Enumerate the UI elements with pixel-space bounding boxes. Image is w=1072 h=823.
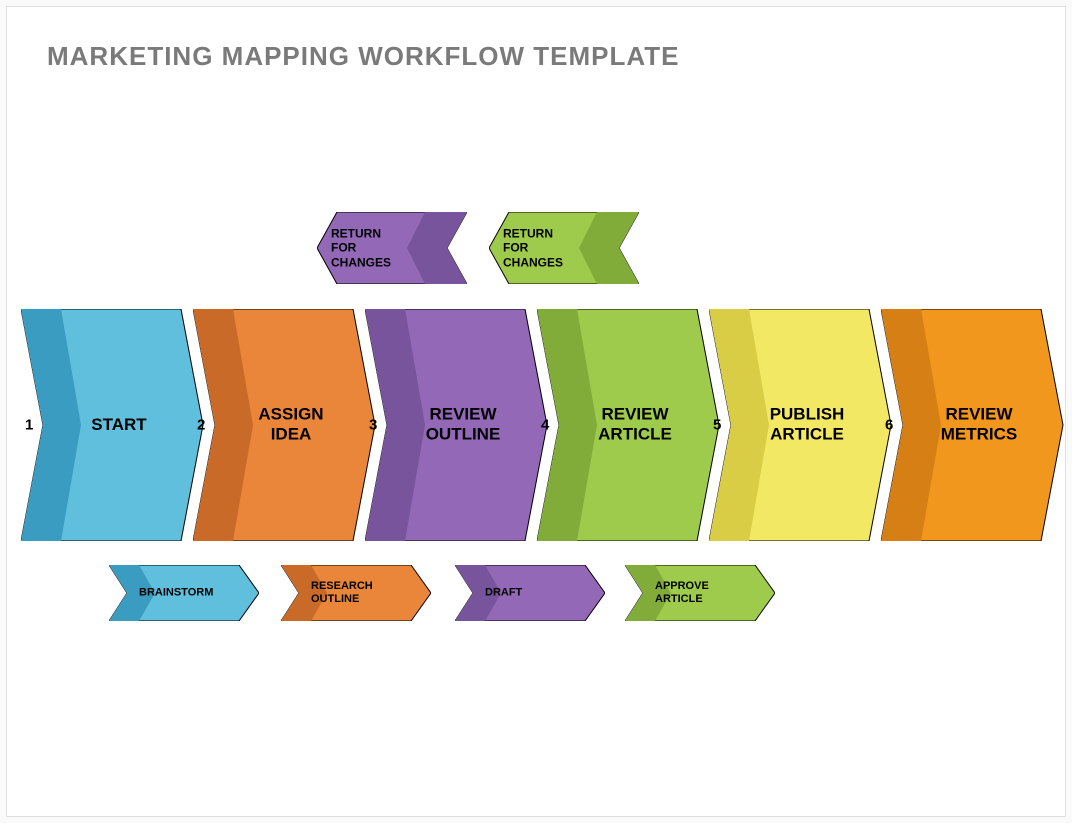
fwd-tag-1-label: BRAINSTORM — [139, 586, 213, 599]
fwd-tag-2-label: RESEARCH OUTLINE — [311, 580, 373, 606]
fwd-tag-2: RESEARCH OUTLINE — [281, 565, 431, 621]
step-1-label: START — [59, 415, 179, 435]
step-2-number: 2 — [197, 417, 205, 434]
step-4-label: REVIEW ARTICLE — [575, 405, 695, 446]
return-tag-2-label: RETURN FOR CHANGES — [503, 226, 563, 269]
step-2: 2 ASSIGN IDEA — [193, 309, 371, 541]
return-tag-2: RETURN FOR CHANGES — [489, 212, 639, 284]
fwd-tag-3: DRAFT — [455, 565, 605, 621]
fwd-tag-3-label: DRAFT — [485, 586, 522, 599]
step-3: 3 REVIEW OUTLINE — [365, 309, 543, 541]
step-6-number: 6 — [885, 417, 893, 434]
step-5-label: PUBLISH ARTICLE — [747, 405, 867, 446]
step-1: 1 START — [21, 309, 199, 541]
step-6: 6 REVIEW METRICS — [881, 309, 1059, 541]
return-tag-1-label: RETURN FOR CHANGES — [331, 226, 391, 269]
step-3-number: 3 — [369, 417, 377, 434]
return-tag-1: RETURN FOR CHANGES — [317, 212, 467, 284]
step-5: 5 PUBLISH ARTICLE — [709, 309, 887, 541]
fwd-tag-4-label: APPROVE ARTICLE — [655, 580, 709, 606]
step-6-label: REVIEW METRICS — [919, 405, 1039, 446]
step-1-number: 1 — [25, 417, 33, 434]
page-title: MARKETING MAPPING WORKFLOW TEMPLATE — [47, 41, 1025, 72]
step-2-label: ASSIGN IDEA — [231, 405, 351, 446]
step-5-number: 5 — [713, 417, 721, 434]
workflow-row: 1 START 2 ASSIGN IDEA 3 REVIEW OUTLINE — [21, 309, 1053, 541]
step-3-label: REVIEW OUTLINE — [403, 405, 523, 446]
fwd-tag-1: BRAINSTORM — [109, 565, 259, 621]
step-4-number: 4 — [541, 417, 549, 434]
fwd-tag-4: APPROVE ARTICLE — [625, 565, 775, 621]
page: MARKETING MAPPING WORKFLOW TEMPLATE RETU… — [6, 6, 1066, 817]
step-4: 4 REVIEW ARTICLE — [537, 309, 715, 541]
